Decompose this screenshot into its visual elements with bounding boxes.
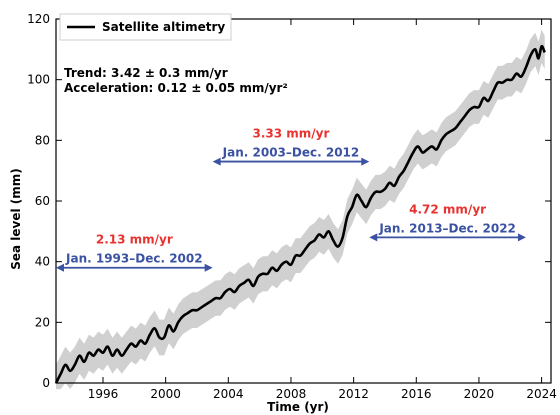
y-axis-title: Sea level (mm) bbox=[9, 168, 23, 270]
period-arrow-head-right bbox=[204, 263, 213, 272]
acceleration-text: Acceleration: 0.12 ± 0.05 mm/yr² bbox=[64, 81, 288, 95]
period-arrow-head-right bbox=[517, 233, 526, 242]
y-tick-label: 120 bbox=[27, 12, 50, 26]
y-tick-label: 0 bbox=[42, 376, 50, 390]
x-tick-label: 1996 bbox=[88, 387, 119, 401]
period-arrow-head-left bbox=[56, 263, 64, 272]
y-tick-label: 100 bbox=[27, 73, 50, 87]
period-rate-label: 2.13 mm/yr bbox=[96, 233, 173, 247]
y-tick-label: 80 bbox=[35, 133, 50, 147]
legend: Satellite altimetry bbox=[59, 13, 232, 41]
period-rate-label: 3.33 mm/yr bbox=[253, 127, 330, 141]
series-line bbox=[54, 44, 546, 384]
period-arrow-head-right bbox=[361, 157, 370, 166]
legend-label: Satellite altimetry bbox=[102, 20, 225, 34]
x-tick-label: 2024 bbox=[526, 387, 557, 401]
x-tick-label: 2012 bbox=[338, 387, 369, 401]
y-tick-label: 40 bbox=[35, 255, 50, 269]
x-tick-label: 2008 bbox=[276, 387, 307, 401]
x-tick-label: 2000 bbox=[150, 387, 181, 401]
x-tick-label: 2016 bbox=[401, 387, 432, 401]
period-date-label: Jan. 2013–Dec. 2022 bbox=[378, 221, 516, 235]
uncertainty-band bbox=[56, 29, 545, 390]
annotations-layer: 2.13 mm/yr Jan. 1993–Dec. 2002 3.33 mm/yr J… bbox=[56, 127, 526, 272]
period-date-label: Jan. 2003–Dec. 2012 bbox=[222, 146, 360, 160]
series-line-layer bbox=[54, 44, 546, 384]
uncertainty-band-layer bbox=[56, 29, 545, 390]
axes-layer: 1996 2000 2004 2008 2012 2016 2020 2024 0 20 40 60 8… bbox=[27, 12, 557, 401]
period-arrow-head-left bbox=[212, 157, 221, 166]
trend-text: Trend: 3.42 ± 0.3 mm/yr bbox=[64, 66, 228, 80]
x-tick-label: 2004 bbox=[213, 387, 244, 401]
y-tick-label: 60 bbox=[35, 194, 50, 208]
x-axis-title: Time (yr) bbox=[267, 400, 329, 414]
period-arrow-head-left bbox=[369, 233, 378, 242]
period-date-label: Jan. 1993–Dec. 2002 bbox=[65, 252, 203, 266]
x-tick-label: 2020 bbox=[464, 387, 495, 401]
y-tick-label: 20 bbox=[35, 315, 50, 329]
period-rate-label: 4.72 mm/yr bbox=[409, 202, 486, 216]
